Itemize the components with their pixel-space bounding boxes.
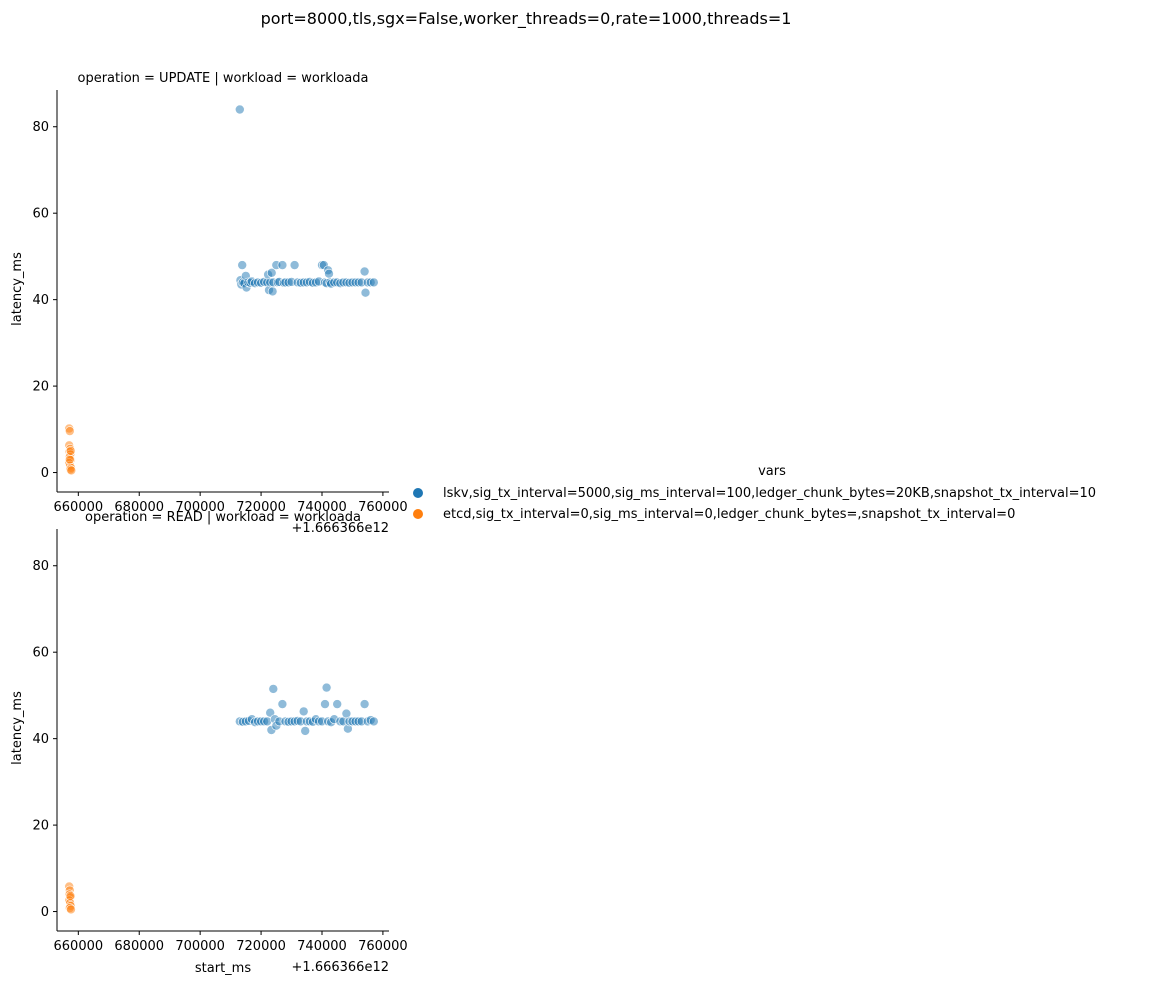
y-tick-label: 80 bbox=[32, 559, 49, 574]
panel-title: operation = READ | workload = workloada bbox=[85, 510, 361, 525]
data-point bbox=[65, 446, 76, 456]
panel-marks bbox=[64, 104, 379, 476]
y-tick-label: 20 bbox=[32, 819, 49, 834]
panel-marks bbox=[64, 682, 379, 915]
data-point bbox=[277, 699, 288, 709]
legend-title: vars bbox=[758, 464, 786, 479]
data-point bbox=[237, 260, 247, 270]
legend-marker-etcd bbox=[413, 509, 423, 519]
x-offset-label: +1.666366e12 bbox=[292, 960, 389, 975]
data-point bbox=[320, 699, 330, 709]
x-axis-label: start_ms bbox=[195, 961, 251, 976]
legend-marker-lskv bbox=[413, 488, 423, 498]
x-tick-label: 720000 bbox=[236, 500, 286, 515]
x-tick-label: 740000 bbox=[297, 939, 347, 954]
data-point bbox=[300, 726, 311, 736]
data-point bbox=[289, 260, 300, 270]
data-point bbox=[66, 904, 76, 915]
y-tick-label: 0 bbox=[41, 466, 49, 481]
data-point bbox=[368, 277, 379, 288]
data-point bbox=[265, 707, 276, 718]
x-tick-label: 700000 bbox=[175, 939, 225, 954]
y-tick-label: 40 bbox=[32, 293, 49, 308]
y-tick-label: 60 bbox=[32, 207, 49, 222]
legend: vars lskv,sig_tx_interval=5000,sig_ms_in… bbox=[413, 464, 1096, 522]
data-point bbox=[359, 266, 370, 277]
x-tick-label: 660000 bbox=[54, 500, 104, 515]
data-point bbox=[65, 454, 75, 465]
data-point bbox=[332, 699, 343, 709]
x-offset-label: +1.666366e12 bbox=[292, 521, 389, 536]
data-point bbox=[268, 684, 279, 694]
x-tick-label: 740000 bbox=[297, 500, 347, 515]
y-axis-label: latency_ms bbox=[10, 252, 25, 326]
y-tick-label: 40 bbox=[32, 732, 49, 747]
data-point bbox=[324, 268, 334, 279]
data-point bbox=[277, 260, 288, 270]
panel-read: operation = READ | workload = workloada … bbox=[10, 510, 408, 976]
y-tick-label: 0 bbox=[41, 905, 49, 920]
x-tick-label: 660000 bbox=[54, 939, 104, 954]
y-tick-label: 60 bbox=[32, 646, 49, 661]
data-point bbox=[321, 682, 332, 693]
chart-suptitle: port=8000,tls,sgx=False,worker_threads=0… bbox=[261, 9, 792, 29]
panel-axes: 0 20 40 60 80 660000 680000 700000 720000 740000 7… bbox=[32, 90, 408, 515]
y-tick-label: 80 bbox=[32, 120, 49, 135]
data-point bbox=[267, 286, 278, 297]
data-point bbox=[266, 267, 277, 278]
x-tick-label: 680000 bbox=[114, 500, 164, 515]
panel-update: operation = UPDATE | workload = workload… bbox=[10, 71, 408, 536]
data-point bbox=[360, 287, 371, 298]
x-tick-label: 760000 bbox=[358, 939, 408, 954]
panel-title: operation = UPDATE | workload = workload… bbox=[77, 71, 368, 86]
data-point bbox=[368, 716, 379, 727]
data-point bbox=[66, 465, 77, 476]
legend-label-etcd: etcd,sig_tx_interval=0,sig_ms_interval=0… bbox=[443, 507, 1015, 522]
data-point bbox=[359, 699, 370, 709]
y-tick-label: 20 bbox=[32, 380, 49, 395]
data-point bbox=[65, 426, 75, 436]
panel-axes: 0 20 40 60 80 660000 680000 700000 720000 740000 7… bbox=[32, 529, 408, 954]
x-tick-label: 700000 bbox=[175, 500, 225, 515]
data-point bbox=[235, 104, 245, 115]
data-point bbox=[65, 891, 76, 901]
x-tick-label: 680000 bbox=[114, 939, 164, 954]
x-tick-label: 760000 bbox=[358, 500, 408, 515]
legend-label-lskv: lskv,sig_tx_interval=5000,sig_ms_interva… bbox=[443, 486, 1096, 501]
y-axis-label: latency_ms bbox=[10, 691, 25, 765]
x-tick-label: 720000 bbox=[236, 939, 286, 954]
data-point bbox=[298, 706, 309, 717]
